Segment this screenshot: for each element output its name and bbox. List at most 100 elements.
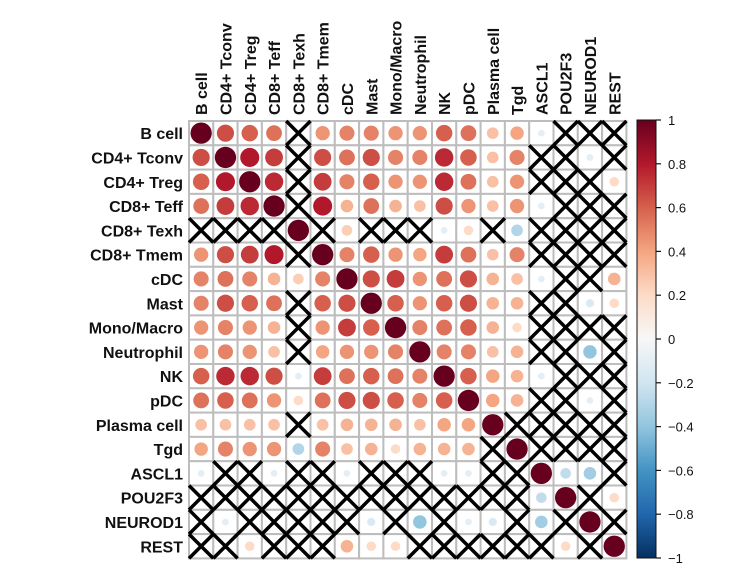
correlation-circle (388, 247, 403, 262)
insignificant-x-mark (576, 314, 604, 341)
colorbar-tick-label: −1 (668, 551, 683, 565)
correlation-circle (511, 273, 523, 285)
correlation-circle (388, 149, 404, 165)
correlation-circle (367, 517, 376, 527)
correlation-circle (192, 367, 210, 385)
correlation-circle (241, 295, 258, 312)
correlation-circle (607, 272, 621, 286)
correlation-circle (440, 226, 448, 234)
correlation-circle (460, 367, 477, 385)
row-label: Mono/Macro (89, 321, 183, 338)
insignificant-x-mark (406, 532, 434, 560)
matrix-cells (187, 119, 628, 560)
correlation-circle (339, 344, 355, 359)
correlation-circle (512, 322, 522, 333)
insignificant-x-mark (503, 532, 531, 560)
insignificant-x-mark (576, 411, 604, 439)
correlation-circle (486, 175, 499, 188)
correlation-circle (338, 391, 356, 410)
correlation-circle (387, 392, 404, 409)
insignificant-x-mark (284, 168, 312, 196)
insignificant-x-mark (527, 216, 555, 244)
correlation-circle (389, 199, 402, 213)
correlation-circle (267, 272, 281, 286)
insignificant-x-mark (552, 216, 580, 244)
correlation-circle (192, 148, 210, 167)
insignificant-x-mark (406, 216, 434, 244)
correlation-circle (313, 367, 332, 386)
correlation-circle (486, 321, 500, 334)
correlation-circle (486, 393, 500, 408)
column-label: CD8+ Texh (291, 33, 308, 115)
correlation-circle (509, 198, 525, 214)
insignificant-x-mark (600, 362, 628, 390)
column-label: POU2F3 (559, 53, 576, 115)
column-label: CD8+ Tmem (316, 22, 333, 115)
correlation-circle (465, 469, 472, 477)
insignificant-x-mark (309, 484, 337, 512)
correlation-circle (194, 247, 209, 262)
insignificant-x-mark (503, 508, 531, 536)
insignificant-x-mark (479, 459, 507, 487)
correlation-circle (193, 392, 210, 409)
correlation-circle (364, 418, 378, 432)
correlation-circle (314, 295, 331, 312)
insignificant-x-mark (600, 338, 628, 366)
correlation-circle (603, 535, 625, 557)
insignificant-x-mark (576, 484, 604, 512)
insignificant-x-mark (527, 338, 555, 366)
insignificant-x-mark (527, 435, 555, 463)
correlation-circle (435, 295, 453, 312)
correlation-circle (609, 298, 620, 309)
insignificant-x-mark (212, 216, 239, 244)
correlation-circle (437, 418, 451, 432)
insignificant-x-mark (552, 435, 580, 463)
row-label: ASCL1 (131, 466, 184, 483)
insignificant-x-mark (236, 484, 264, 512)
correlation-circle (339, 125, 355, 141)
column-label: CD8+ Teff (267, 40, 284, 115)
correlation-circle (387, 295, 404, 312)
colorbar-tick-label: 0 (668, 332, 675, 347)
correlation-circle (215, 172, 235, 192)
correlation-circle (341, 443, 353, 455)
correlation-circle (460, 149, 477, 166)
correlation-circle (435, 124, 453, 142)
row-label: Mast (147, 296, 184, 313)
correlation-circle (440, 469, 448, 477)
correlation-circle (609, 492, 620, 503)
correlation-circle (339, 368, 355, 385)
column-label: B cell (194, 72, 211, 115)
row-label: CD4+ Tconv (91, 150, 183, 167)
correlation-circle (390, 444, 401, 454)
correlation-circle (510, 394, 524, 407)
insignificant-x-mark (600, 508, 628, 536)
insignificant-x-mark (503, 459, 531, 487)
correlation-circle (460, 246, 477, 263)
row-label: CD8+ Teff (109, 199, 184, 216)
column-label: Mast (364, 78, 381, 115)
correlation-circle (315, 441, 331, 457)
insignificant-x-mark (430, 532, 458, 560)
correlation-circle (292, 443, 305, 455)
correlation-circle (609, 176, 620, 187)
correlation-circle (436, 271, 453, 287)
correlation-circle (294, 372, 302, 380)
correlation-circle (313, 172, 332, 191)
row-labels: B cell CD4+ Tconv CD4+ Treg CD8+ Teff CD8+ T… (89, 126, 184, 556)
column-label: cDC (340, 83, 357, 115)
correlation-circle (338, 294, 356, 312)
correlation-circle (314, 148, 332, 167)
correlation-circle (486, 296, 500, 310)
correlation-circle (388, 126, 403, 141)
correlation-circle (537, 129, 545, 137)
correlation-circle (388, 174, 403, 189)
correlation-circle (583, 467, 597, 480)
insignificant-x-mark (600, 435, 628, 463)
column-label: Plasma cell (486, 28, 503, 115)
colorbar-tick-label: −0.4 (668, 420, 694, 435)
insignificant-x-mark (552, 144, 580, 171)
correlation-circle (537, 275, 545, 283)
correlation-circle (486, 151, 499, 164)
column-label: pDC (461, 82, 478, 115)
